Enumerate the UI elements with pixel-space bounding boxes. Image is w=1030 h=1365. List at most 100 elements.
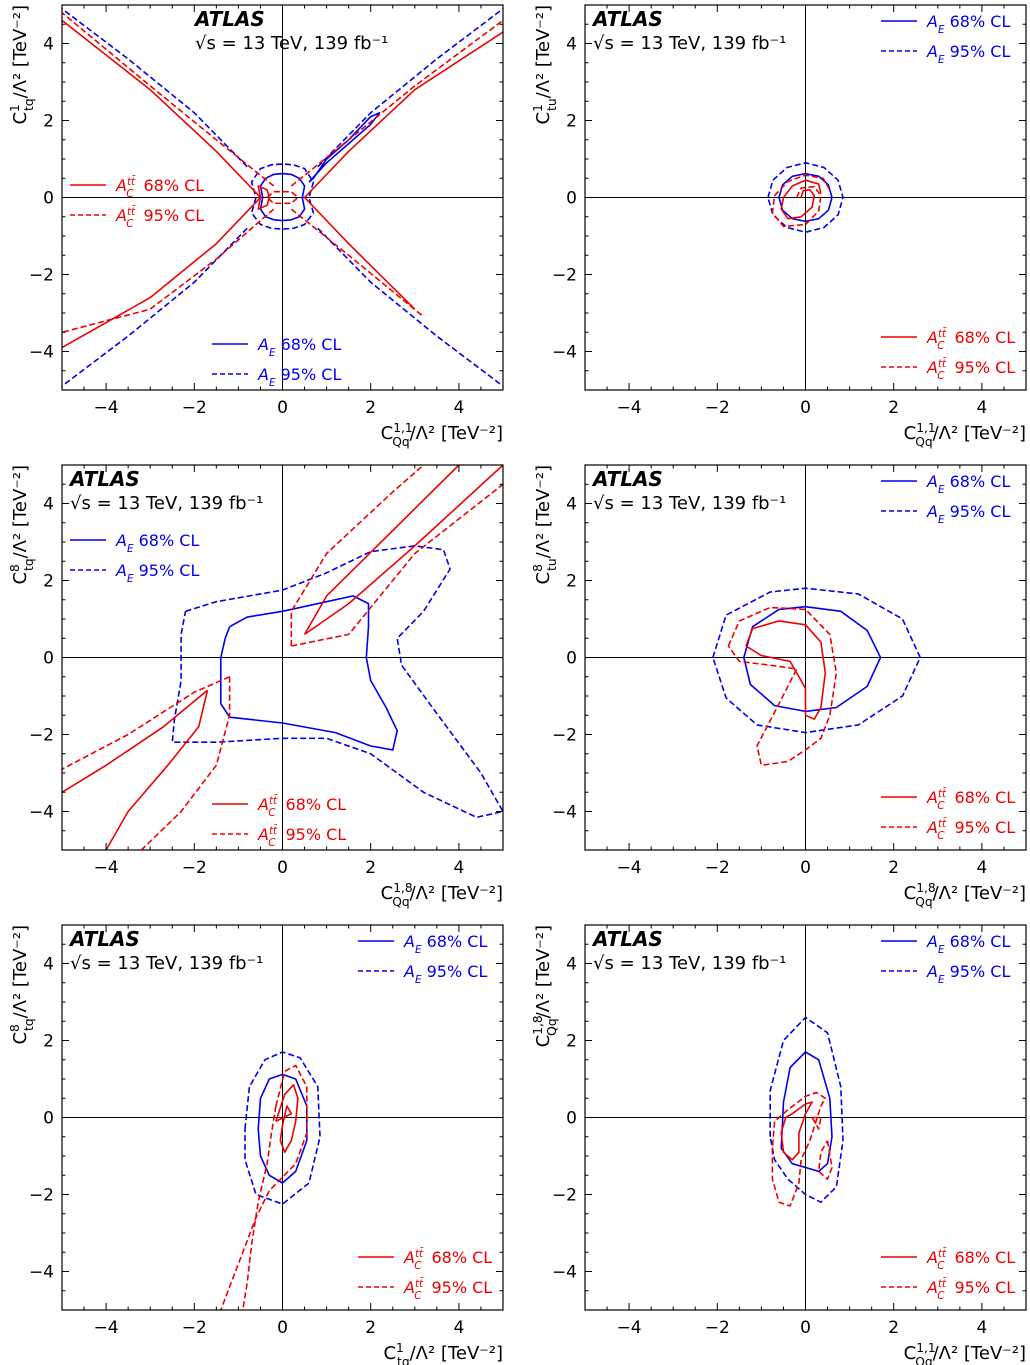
x-tick-label: −4 [617, 398, 642, 418]
contour-ac-95-1 [242, 1105, 277, 1310]
legend-1: Att̄ C 68% CL Att̄ C 95% CL [881, 327, 1015, 382]
legend-0: AE 68% CL AE 95% CL [881, 472, 1010, 526]
x-axis-label: C1,1 Qq/Λ² [TeV⁻²] [381, 421, 503, 449]
contour-ae-95-0 [250, 163, 315, 230]
legend-label: AE 68% CL [926, 12, 1010, 36]
contour-ae-95-4 [317, 8, 503, 168]
y-tick-label: −4 [29, 343, 54, 363]
legend-label: AE 68% CL [403, 932, 487, 956]
y-tick-label: 0 [43, 1109, 54, 1129]
x-axis-label: C1,8 Qq/Λ² [TeV⁻²] [904, 881, 1026, 909]
contour-ae-95-0 [767, 162, 844, 233]
legend-label: Att̄ C 68% CL [926, 1247, 1015, 1272]
y-tick-label: 2 [43, 572, 54, 592]
tick-marks [61, 4, 504, 391]
y-tick-label: 4 [566, 35, 577, 55]
y-tick-label: −2 [552, 266, 577, 286]
x-tick-label: −2 [182, 398, 207, 418]
atlas-label: ATLAS [68, 927, 140, 951]
contour-ae-68-0 [743, 605, 882, 713]
energy-lumi-label: √s = 13 TeV, 139 fb⁻¹ [70, 953, 263, 974]
y-tick-label: −2 [29, 1186, 54, 1206]
chart-panel-5: −4 −4 −2 −2 0 0 2 2 4 4 C1 tq/Λ² [TeV⁻²] C8tq/Λ² [Te… [8, 924, 504, 1365]
x-tick-label: 4 [976, 398, 987, 418]
contour-ac-68-1 [62, 196, 262, 349]
contour-ac-68-0 [62, 19, 262, 199]
legend-label: AE 68% CL [115, 531, 199, 555]
x-tick-label: −4 [94, 1318, 119, 1338]
contour-ae-68-0 [259, 172, 306, 222]
contour-ac-68-2 [304, 31, 503, 199]
legend-label: AE 95% CL [403, 962, 487, 986]
y-tick-label: −4 [552, 1263, 577, 1283]
x-tick-label: −4 [617, 1318, 642, 1338]
legend-label: Att̄ C 95% CL [926, 817, 1015, 842]
y-tick-label: 0 [566, 1109, 577, 1129]
x-tick-label: 0 [800, 398, 811, 418]
contour-ac-95-0 [62, 12, 275, 187]
y-axis-label: C1,8Qq/Λ² [TeV⁻²] [531, 925, 559, 1047]
y-tick-label: 2 [566, 1032, 577, 1052]
energy-lumi-label: √s = 13 TeV, 139 fb⁻¹ [593, 493, 786, 514]
legend-label: Att̄ C 68% CL [926, 787, 1015, 812]
x-tick-label: 2 [888, 398, 899, 418]
contour-group [769, 1016, 844, 1207]
y-tick-label: −2 [29, 726, 54, 746]
contour-ae-95-0 [171, 545, 503, 819]
x-tick-label: 2 [888, 858, 899, 878]
contour-ae-68-0 [220, 595, 398, 751]
y-tick-label: −4 [29, 803, 54, 823]
contour-ae-68-0 [780, 1051, 833, 1173]
contour-ae-95-2 [317, 227, 503, 387]
y-tick-label: 2 [566, 112, 577, 132]
atlas-label: ATLAS [193, 7, 265, 31]
legend-label: AE 68% CL [926, 472, 1010, 496]
chart-panel-1: −4 −4 −2 −2 0 0 2 2 4 4 C1,1 Qq/Λ² [TeV⁻²] C1tq/Λ² [… [8, 4, 504, 449]
contour-ac-95-1 [817, 1140, 833, 1180]
legend-label: Att̄ C 68% CL [257, 794, 346, 819]
legend-1: Att̄ C 68% CL Att̄ C 95% CL [881, 1247, 1015, 1302]
atlas-label: ATLAS [591, 467, 663, 491]
y-tick-label: 2 [43, 1032, 54, 1052]
y-tick-label: 2 [566, 572, 577, 592]
x-tick-label: 0 [800, 858, 811, 878]
contour-ae-95-0 [769, 1016, 844, 1203]
legend-label: AE 95% CL [926, 42, 1010, 66]
legend-0: AE 68% CL AE 95% CL [881, 932, 1010, 986]
x-tick-label: 2 [365, 858, 376, 878]
y-tick-label: 0 [43, 649, 54, 669]
legend-label: AE 68% CL [257, 335, 341, 359]
y-tick-label: 4 [566, 495, 577, 515]
contour-group [712, 587, 921, 767]
tick-marks [584, 464, 1027, 851]
x-tick-label: 2 [365, 1318, 376, 1338]
contour-ac-68-0 [745, 620, 827, 720]
contour-ac-95-2 [290, 19, 503, 187]
x-axis-label: C1,1 Qq/Λ² [TeV⁻²] [904, 421, 1026, 449]
y-tick-label: 0 [43, 189, 54, 209]
x-tick-label: 4 [453, 398, 464, 418]
contour-ae-95-0 [244, 1051, 321, 1205]
contour-ac-95-0 [771, 1091, 827, 1207]
x-tick-label: −4 [94, 858, 119, 878]
contour-ac-68-3 [304, 196, 416, 310]
contour-group [62, 8, 503, 387]
tick-marks [61, 464, 504, 851]
y-tick-label: −2 [552, 1186, 577, 1206]
contour-ac-68-0 [780, 179, 822, 220]
energy-lumi-label: √s = 13 TeV, 139 fb⁻¹ [195, 33, 388, 54]
chart-panel-4: −4 −4 −2 −2 0 0 2 2 4 4 C1,8 Qq/Λ² [TeV⁻²] C8tu/Λ² [… [531, 464, 1027, 909]
contour-ac-68-0 [62, 689, 209, 793]
legend-label: Att̄ C 68% CL [926, 327, 1015, 352]
contour-ac-68-0 [275, 1084, 299, 1153]
y-tick-label: −4 [552, 803, 577, 823]
tick-marks [61, 924, 504, 1311]
x-tick-label: 0 [800, 1318, 811, 1338]
y-tick-label: 2 [43, 112, 54, 132]
x-tick-label: 2 [888, 1318, 899, 1338]
legend-0: AE 68% CL AE 95% CL [70, 531, 199, 585]
contour-ac-95-0 [771, 174, 831, 228]
legend-label: AE 95% CL [926, 502, 1010, 526]
contour-ac-95-3 [290, 208, 425, 318]
legend-label: Att̄ C 95% CL [257, 824, 346, 849]
